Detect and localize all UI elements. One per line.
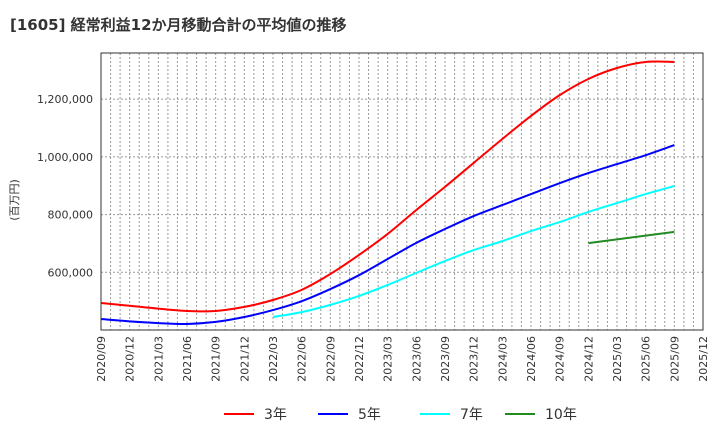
legend-label: 5年 — [358, 407, 381, 423]
x-tick-label: 2024/12 — [582, 336, 595, 382]
x-tick-label: 2022/06 — [296, 336, 309, 382]
y-tick-label: 1,000,000 — [37, 151, 93, 164]
x-tick-label: 2024/09 — [554, 336, 567, 382]
series-lines — [100, 60, 675, 325]
x-tick-label: 2025/03 — [611, 336, 624, 382]
x-tick-label: 2022/12 — [353, 336, 366, 382]
y-tick-label: 1,200,000 — [37, 93, 93, 106]
legend: 3年 5年 7年 10年 — [224, 407, 577, 423]
x-tick-label: 2024/03 — [496, 336, 509, 382]
x-tick-label: 2021/12 — [238, 336, 251, 382]
series-line-7年 — [272, 185, 675, 319]
y-axis-label: (百万円) — [8, 179, 21, 221]
y-tick-label: 600,000 — [48, 266, 94, 279]
x-tick-label: 2025/12 — [697, 336, 710, 382]
x-tick-label: 2025/09 — [668, 336, 681, 382]
y-tick-label: 800,000 — [48, 209, 94, 222]
x-tick-label: 2020/09 — [95, 336, 108, 382]
legend-label: 7年 — [460, 407, 483, 423]
x-tick-label: 2021/06 — [181, 336, 194, 382]
x-tick-label: 2021/03 — [152, 336, 165, 382]
series-line-10年 — [588, 230, 675, 245]
x-tick-label: 2021/09 — [210, 336, 223, 382]
x-tick-label: 2025/06 — [640, 336, 653, 382]
series-line-5年 — [100, 144, 675, 325]
grid — [101, 53, 703, 330]
legend-label: 3年 — [264, 407, 287, 423]
plot-frame — [100, 52, 704, 331]
series-line-3年 — [100, 60, 675, 313]
x-tick-label: 2022/09 — [324, 336, 337, 382]
chart-title: [1605] 経常利益12か月移動合計の平均値の推移 — [10, 16, 347, 34]
x-tick-label: 2020/12 — [124, 336, 137, 382]
x-ticks: 2020/09 2020/12 2021/03 2021/06 2021/09 2021/… — [95, 336, 710, 382]
x-tick-label: 2023/09 — [439, 336, 452, 382]
x-tick-label: 2022/03 — [267, 336, 280, 382]
y-ticks: 600,000 800,000 1,000,000 1,200,000 — [37, 93, 93, 279]
x-tick-label: 2024/06 — [525, 336, 538, 382]
x-tick-label: 2023/12 — [468, 336, 481, 382]
legend-label: 10年 — [545, 407, 577, 423]
x-tick-label: 2023/03 — [382, 336, 395, 382]
x-tick-label: 2023/06 — [410, 336, 423, 382]
